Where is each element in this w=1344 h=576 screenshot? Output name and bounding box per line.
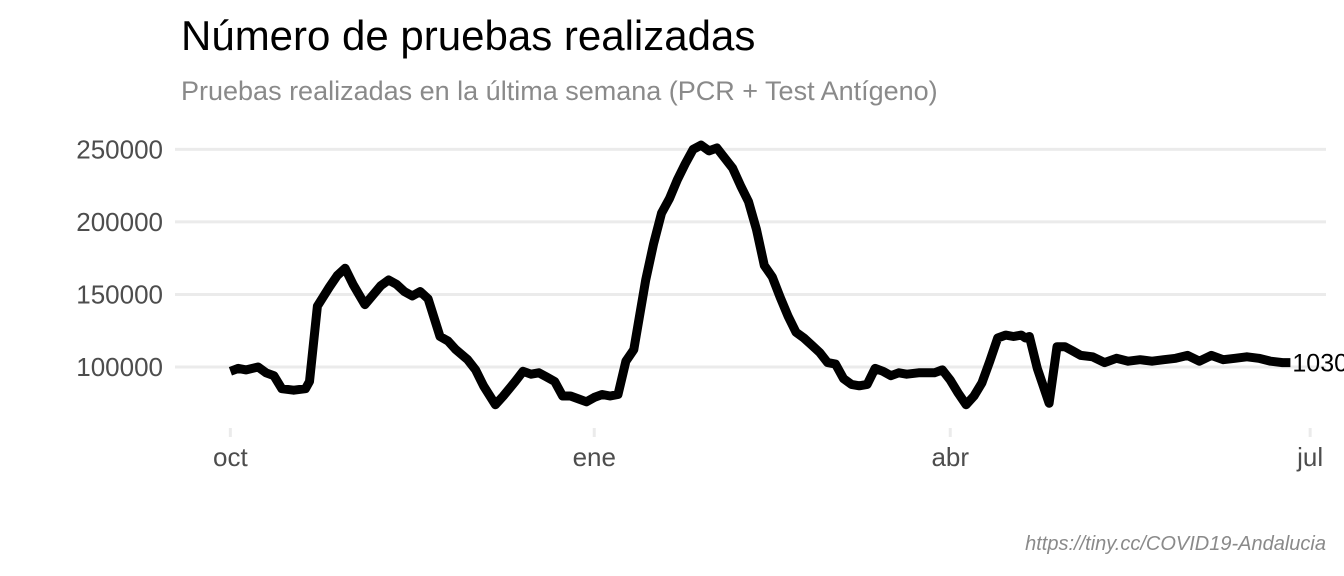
end-value-label: 103028 [1292,350,1344,378]
gridlines [175,147,1326,369]
y-tick-label: 150000 [76,279,163,309]
source-caption: https://tiny.cc/COVID19-Andalucia [1025,533,1326,555]
x-axis: oct ene abr jul [213,428,1323,472]
x-tick-label: abr [931,442,969,472]
y-axis: 100000 150000 200000 250000 [76,134,163,382]
x-tick-label: oct [213,442,248,472]
y-tick-label: 200000 [76,207,163,237]
chart-subtitle: Pruebas realizadas en la última semana (… [181,76,938,106]
chart-title: Número de pruebas realizadas [181,12,756,59]
end-label-layer: 103028 [1292,350,1344,378]
y-tick-label: 250000 [76,134,163,164]
x-tick-label: ene [573,442,616,472]
y-tick-label: 100000 [76,352,163,382]
x-tick-label: jul [1296,442,1323,472]
series-layer [228,140,1291,410]
series-line [228,140,1291,410]
